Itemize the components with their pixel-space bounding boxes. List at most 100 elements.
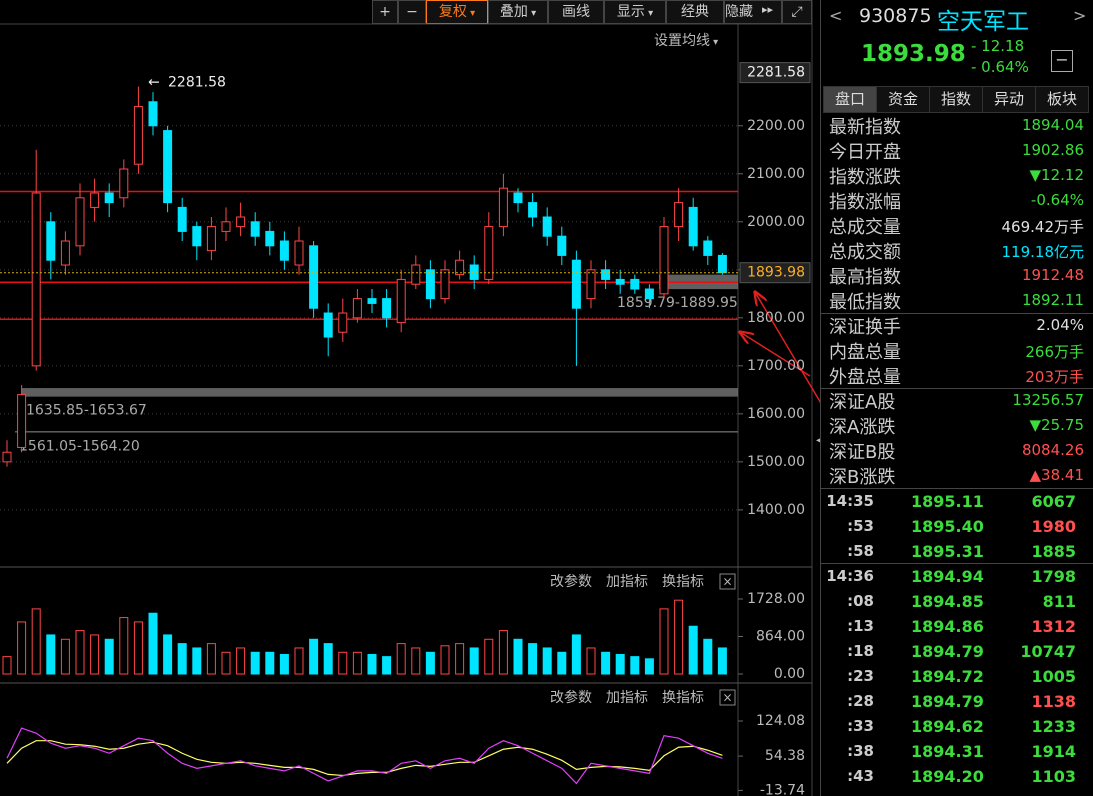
panel-tool[interactable]: 改参数 <box>550 573 592 590</box>
row-label: 指数涨跌 <box>829 167 901 188</box>
row-label: 最高指数 <box>829 267 901 288</box>
tab[interactable]: 异动 <box>982 86 1036 113</box>
volume-bar <box>236 647 246 675</box>
candle-body <box>31 192 41 367</box>
candle-body <box>17 394 27 448</box>
tick-volume: 1005 <box>1031 667 1076 686</box>
toolbar-button[interactable]: 叠加 <box>488 0 548 24</box>
tick-volume: 1798 <box>1031 567 1076 586</box>
volume-bar <box>250 651 260 675</box>
zone-label: 1635.85-1653.67 <box>26 403 147 419</box>
volume-bar <box>425 651 435 675</box>
volume-bar <box>601 651 611 675</box>
row-label: 总成交额 <box>829 242 901 263</box>
candle-body <box>688 206 698 247</box>
candle-body <box>104 192 114 204</box>
candle-body <box>163 130 173 204</box>
indicator-line <box>6 727 723 785</box>
separator <box>821 313 1093 314</box>
tick-price: 1894.20 <box>911 767 984 786</box>
tick-price: 1894.79 <box>911 692 984 711</box>
toolbar-button[interactable]: 隐藏 <box>724 0 782 24</box>
toolbar-button[interactable]: 显示 <box>604 0 666 24</box>
candle-body <box>703 240 713 256</box>
row-value: ▲38.41 <box>1029 466 1084 484</box>
tick-price: 1894.94 <box>911 567 984 586</box>
row-value: 13256.57 <box>1012 391 1084 409</box>
tick-time: :33 <box>847 717 874 735</box>
tick-volume: 6067 <box>1031 492 1076 511</box>
candle-body <box>571 259 581 309</box>
tab[interactable]: 资金 <box>876 86 930 113</box>
y-tick-label: 1400.00 <box>747 502 805 518</box>
candle-body <box>674 202 684 228</box>
candle-body <box>177 206 187 232</box>
volume-bar <box>469 647 479 675</box>
toolbar-button[interactable]: 复权 <box>426 0 488 24</box>
max-axis-label: 2281.58 <box>747 65 805 81</box>
row-label: 今日开盘 <box>829 142 901 163</box>
row-value: 203万手 <box>1025 368 1084 386</box>
candle-body <box>513 192 523 204</box>
ma-setting[interactable]: 设置均线 <box>654 30 718 50</box>
y-tick-label: 1700.00 <box>747 358 805 374</box>
tab[interactable]: 指数 <box>929 86 983 113</box>
candle-body <box>542 216 552 237</box>
toolbar-button[interactable]: 画线 <box>548 0 604 24</box>
close-box[interactable] <box>719 573 736 590</box>
tab[interactable]: 盘口 <box>823 86 877 113</box>
volume-bar <box>571 634 581 675</box>
close-icon: × <box>722 575 732 589</box>
separator <box>821 488 1093 489</box>
close-box[interactable] <box>719 689 736 706</box>
panel-tool[interactable]: 换指标 <box>662 689 704 706</box>
collapse-handle[interactable]: ◂ <box>816 435 820 446</box>
panel-tool[interactable]: 加指标 <box>606 574 648 590</box>
minimize[interactable]: − <box>1051 50 1073 72</box>
candle-body <box>221 221 231 232</box>
tick-time: :58 <box>847 542 874 560</box>
expand-button[interactable]: ⤢ <box>782 0 812 24</box>
tick-price: 1894.79 <box>911 642 984 661</box>
candle-body <box>352 298 362 319</box>
volume-bar <box>440 645 450 675</box>
candle-body <box>367 298 377 304</box>
volume-bar <box>586 647 596 675</box>
tick-volume: 1312 <box>1031 617 1076 636</box>
volume-bar <box>60 638 70 675</box>
nav-next[interactable]: > <box>1073 6 1087 25</box>
name: 空天军工 <box>937 9 1029 35</box>
volume-bar <box>90 634 100 675</box>
candle-body <box>133 106 143 165</box>
panel-tool[interactable]: 换指标 <box>662 573 704 590</box>
indicator-line <box>6 740 723 777</box>
toolbar-button[interactable]: 经典 <box>666 0 724 24</box>
row-value: 1902.86 <box>1021 141 1084 159</box>
volume-bar <box>659 608 669 675</box>
candle-body <box>717 254 727 274</box>
tick-time: :38 <box>847 742 874 760</box>
volume-bar <box>674 599 684 675</box>
panel-tool[interactable]: 加指标 <box>606 690 648 706</box>
tick-volume: 1914 <box>1031 742 1076 761</box>
volume-bar <box>615 653 625 675</box>
row-value: 469.42万手 <box>1001 218 1085 236</box>
panel-tool[interactable]: 改参数 <box>550 689 592 706</box>
volume-bar <box>557 651 567 675</box>
toolbar-button[interactable]: + <box>372 0 398 24</box>
tick-time: :13 <box>847 617 874 635</box>
candle-body <box>250 221 260 237</box>
tab[interactable]: 板块 <box>1035 86 1089 113</box>
tick-volume: 1103 <box>1031 767 1076 786</box>
row-label: 深B涨跌 <box>829 467 896 488</box>
volume-bar <box>513 638 523 675</box>
row-value: 1892.11 <box>1021 291 1084 309</box>
y-tick-label: 1728.00 <box>747 591 805 607</box>
volume-bar <box>294 647 304 675</box>
row-label: 最低指数 <box>829 292 901 313</box>
candle-body <box>382 298 392 319</box>
nav-prev[interactable]: < <box>829 6 843 25</box>
row-value: 8084.26 <box>1021 441 1084 459</box>
y-tick-label: -13.74 <box>760 782 805 796</box>
